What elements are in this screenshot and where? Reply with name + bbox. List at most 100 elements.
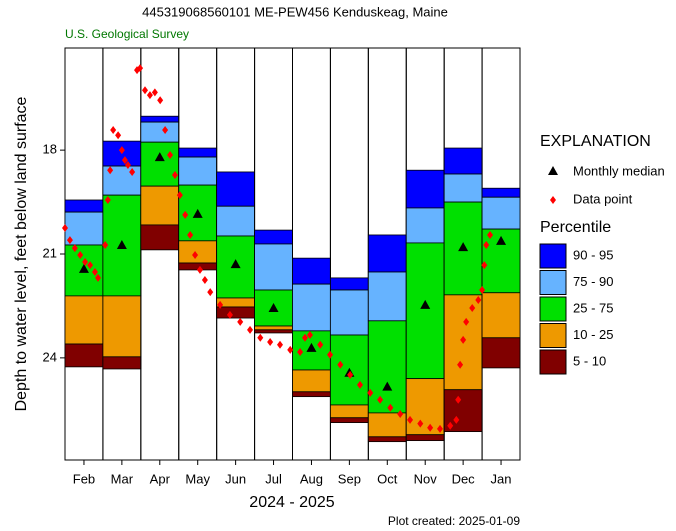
data-point [167,150,174,159]
data-point [247,325,254,334]
data-point [481,261,488,270]
data-point [201,275,208,284]
x-tick-label: Mar [111,471,134,486]
percentile-band [367,436,407,443]
data-point [377,395,384,404]
percentile-band [254,243,293,291]
data-point [356,380,363,389]
data-point [427,423,434,432]
percentile-band [178,156,218,186]
percentile-band [481,337,521,369]
x-tick-label: Jan [491,471,512,486]
percentile-band [292,283,331,332]
data-point [118,146,125,155]
median-marker [154,152,165,162]
data-point [257,333,264,342]
percentile-band [178,240,218,264]
median-marker [496,235,507,245]
legend-label: 5 - 10 [573,353,606,368]
percentile-band [254,329,293,334]
data-point [157,96,164,105]
data-point [146,91,153,100]
percentile-band [367,320,407,414]
data-point [182,210,189,219]
data-point [87,261,94,270]
percentile-band [330,277,369,291]
data-point [124,161,131,170]
median-marker [382,381,393,391]
data-point [302,333,309,342]
percentile-band [178,147,218,158]
data-point [82,257,89,266]
percentile-band [102,356,142,370]
percentile-band [405,434,445,442]
subtitle: U.S. Geological Survey [65,27,189,41]
x-tick-label: Dec [452,471,476,486]
data-point [62,224,68,233]
data-point [192,251,199,260]
percentile-band [216,306,255,319]
data-point [453,415,460,424]
legend-label: Monthly median [573,163,665,178]
data-point [110,126,117,135]
data-point [387,403,394,412]
x-tick-label: Jul [265,471,282,486]
data-point [77,251,84,260]
data-point [347,370,354,379]
data-point [115,131,122,140]
percentile-band [330,417,369,424]
percentile-band [481,292,521,339]
x-tick-label: Oct [377,471,398,486]
percentile-band [254,229,293,245]
percentile-band [367,234,407,273]
x-tick-label: May [185,471,210,486]
percentile-band [405,169,445,209]
median-marker [458,242,469,252]
data-point [463,317,470,326]
percentile-band [443,173,483,203]
data-point [104,195,111,204]
data-point [487,230,494,239]
median-marker [420,299,431,309]
percentile-band [481,196,521,230]
percentile-band [216,171,255,207]
data-point [151,88,158,97]
data-point [327,350,334,359]
legend-subtitle: Percentile [540,219,611,236]
data-point [102,240,109,249]
data-point [237,317,244,326]
percentile-band [64,343,104,368]
legend-label: 90 - 95 [573,247,613,262]
data-point [171,171,178,180]
data-point [217,300,224,309]
data-point [455,395,462,404]
data-point [226,310,233,319]
percentile-band [330,404,369,419]
data-point [417,419,424,428]
legend-swatch [539,349,567,375]
x-tick-label: Sep [338,471,361,486]
data-point [91,268,98,277]
percentile-band [292,369,331,393]
percentile-band [292,391,331,398]
percentile-band [140,121,180,143]
data-point [137,64,144,73]
percentile-band [405,242,445,380]
legend-title: EXPLANATION [540,133,651,150]
x-axis-label: 2024 - 2025 [249,494,335,511]
data-point [337,360,344,369]
percentile-band [140,185,180,226]
percentile-band [443,147,483,175]
data-point [460,335,467,344]
median-marker [268,303,279,313]
data-point [407,415,414,424]
data-point [187,230,194,239]
data-point [71,244,78,253]
percentile-band [140,224,180,251]
data-point [287,345,294,354]
y-tick-label: 21 [43,245,57,260]
data-point [447,421,454,430]
x-tick-label: Jun [225,471,246,486]
x-tick-label: Feb [73,471,95,486]
x-tick-label: Aug [300,471,323,486]
